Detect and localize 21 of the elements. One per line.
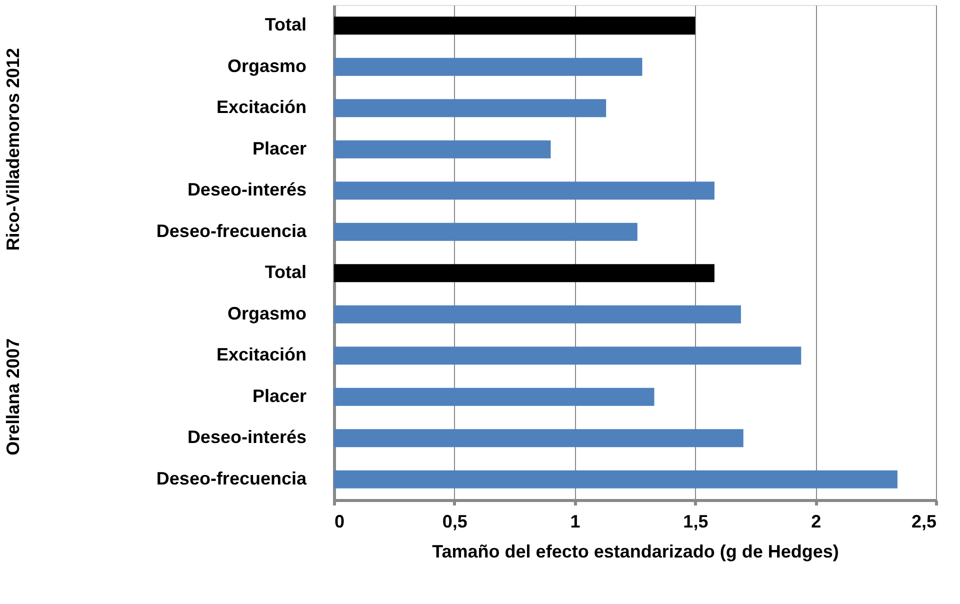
x-tick-label: 1,5 bbox=[683, 512, 708, 532]
y-tick-label: Placer bbox=[252, 386, 306, 406]
y-tick-label: Deseo-interés bbox=[187, 180, 306, 200]
y-tick-label: Total bbox=[264, 262, 306, 282]
text: Rico-Villademoros 2012 bbox=[3, 48, 23, 251]
y-tick-label: Orgasmo bbox=[227, 303, 306, 324]
y-tick-label: Deseo-interés bbox=[187, 427, 306, 448]
x-tick-label: 1 bbox=[570, 512, 580, 532]
x-tick-label: 2 bbox=[811, 512, 822, 532]
x-axis-title: Tamaño del efecto estandarizado (g de Hedges) bbox=[432, 542, 839, 562]
text: Orellana 2007 bbox=[3, 338, 23, 456]
y-tick-label: Total bbox=[264, 14, 306, 35]
y-tick-label: Deseo-frecuencia bbox=[156, 468, 308, 488]
y-tick-label: Orgasmo bbox=[227, 56, 306, 76]
x-tick-label: 0 bbox=[334, 512, 345, 532]
y-tick-label: Excitación bbox=[216, 97, 306, 118]
x-tick-label: 0,5 bbox=[442, 512, 468, 532]
y-tick-label: Deseo-frecuencia bbox=[156, 220, 308, 241]
y-tick-label: Excitación bbox=[216, 344, 306, 365]
y-tick-label: Placer bbox=[252, 138, 306, 158]
x-tick-label: 2,5 bbox=[911, 512, 936, 532]
